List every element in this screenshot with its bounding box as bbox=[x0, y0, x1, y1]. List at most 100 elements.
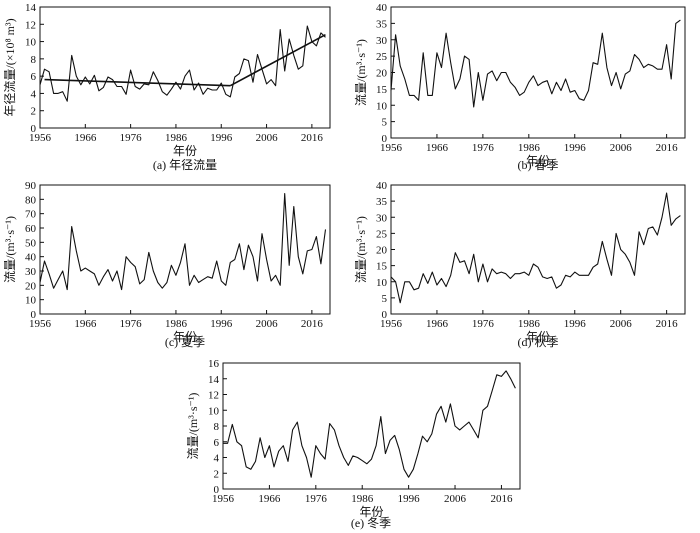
y-tick-label-e-7: 14 bbox=[208, 374, 220, 386]
x-tick-label-c-6: 2016 bbox=[301, 318, 324, 330]
x-tick-label-b-1: 1966 bbox=[426, 142, 449, 154]
x-tick-label-d-3: 1986 bbox=[518, 318, 541, 330]
x-tick-label-a-6: 2016 bbox=[301, 132, 324, 144]
y-tick-label-c-5: 50 bbox=[25, 237, 37, 249]
x-tick-label-e-4: 1996 bbox=[398, 493, 421, 505]
y-tick-label-a-3: 6 bbox=[31, 71, 37, 83]
x-tick-label-b-6: 2016 bbox=[656, 142, 679, 154]
y-tick-label-c-7: 70 bbox=[25, 209, 37, 221]
x-tick-label-a-4: 1996 bbox=[210, 132, 233, 144]
x-tick-label-b-3: 1986 bbox=[518, 142, 541, 154]
y-tick-label-e-1: 2 bbox=[214, 468, 220, 480]
x-tick-label-c-4: 1996 bbox=[210, 318, 233, 330]
x-axis-label-d: 年份 bbox=[526, 330, 550, 344]
y-tick-label-c-8: 80 bbox=[25, 194, 37, 206]
y-tick-label-d-4: 20 bbox=[376, 245, 388, 257]
y-tick-label-e-8: 16 bbox=[208, 358, 220, 370]
caption-e: (e) 冬季 bbox=[351, 515, 391, 530]
y-tick-label-d-2: 10 bbox=[376, 277, 388, 289]
y-tick-label-b-7: 35 bbox=[376, 18, 388, 30]
y-tick-label-b-3: 15 bbox=[376, 84, 388, 96]
y-axis-label-c: 流量/(m³·s⁻¹) bbox=[3, 216, 17, 283]
panel-c: (c) 夏季 0 10 20 30 40 50 60 70 80 90 1956 1966 1976 19… bbox=[3, 180, 331, 349]
y-tick-label-e-2: 4 bbox=[214, 453, 220, 465]
x-tick-label-c-1: 1966 bbox=[74, 318, 97, 330]
caption-a: (a) 年径流量 bbox=[153, 158, 217, 172]
plot-frame-d bbox=[390, 184, 686, 315]
y-tick-label-e-6: 12 bbox=[208, 390, 219, 402]
y-tick-label-a-7: 14 bbox=[25, 2, 37, 14]
x-tick-label-e-1: 1966 bbox=[258, 493, 281, 505]
y-tick-label-d-8: 40 bbox=[376, 180, 388, 192]
series-line-d bbox=[390, 192, 681, 304]
x-axis-label-a: 年份 bbox=[173, 144, 197, 158]
series-line-a bbox=[39, 25, 326, 102]
trend-line-a-1 bbox=[229, 33, 326, 87]
trend-line-a-0 bbox=[44, 78, 231, 87]
plot-frame-a bbox=[39, 6, 331, 129]
y-tick-label-c-1: 10 bbox=[25, 295, 37, 307]
y-tick-label-d-5: 25 bbox=[376, 228, 388, 240]
caption-c: (c) 夏季 bbox=[165, 335, 205, 349]
panel-a: (a) 年径流量 0 2 4 6 8 10 12 14 1956 1966 1976 1986 1996… bbox=[3, 2, 331, 172]
y-tick-label-c-3: 30 bbox=[25, 266, 37, 278]
y-tick-label-b-2: 10 bbox=[376, 100, 388, 112]
x-tick-label-c-3: 1986 bbox=[165, 318, 188, 330]
y-tick-label-b-4: 20 bbox=[376, 68, 388, 80]
y-tick-label-d-3: 15 bbox=[376, 261, 388, 273]
y-axis-label-a: 年径流量/(×10⁸ m³) bbox=[3, 18, 17, 116]
x-tick-label-a-0: 1956 bbox=[29, 132, 52, 144]
y-tick-label-d-6: 30 bbox=[376, 212, 388, 224]
y-tick-label-c-2: 20 bbox=[25, 280, 37, 292]
series-line-c bbox=[39, 193, 327, 291]
y-tick-label-c-6: 60 bbox=[25, 223, 37, 235]
y-tick-label-c-4: 40 bbox=[25, 252, 37, 264]
series-line-e bbox=[223, 370, 516, 478]
y-tick-label-a-4: 8 bbox=[31, 54, 37, 66]
x-tick-label-b-2: 1976 bbox=[472, 142, 495, 154]
x-tick-label-d-1: 1966 bbox=[426, 318, 449, 330]
x-tick-label-c-5: 2006 bbox=[256, 318, 279, 330]
x-tick-label-e-5: 2006 bbox=[444, 493, 467, 505]
caption-b: (b) 春季 bbox=[518, 158, 559, 172]
y-tick-label-d-1: 5 bbox=[382, 293, 388, 305]
y-tick-label-c-9: 90 bbox=[25, 180, 37, 192]
x-tick-label-d-2: 1976 bbox=[472, 318, 495, 330]
x-axis-label-b: 年份 bbox=[526, 154, 550, 168]
x-tick-label-e-0: 1956 bbox=[212, 493, 235, 505]
y-tick-label-b-1: 5 bbox=[382, 117, 388, 129]
y-tick-label-a-2: 4 bbox=[31, 88, 37, 100]
x-tick-label-a-2: 1976 bbox=[120, 132, 143, 144]
y-tick-label-c-0: 0 bbox=[31, 309, 37, 321]
panel-b: (b) 春季 0 5 10 15 20 25 30 35 40 1956 1966 1976 1986 1… bbox=[354, 2, 686, 172]
x-tick-label-d-4: 1996 bbox=[564, 318, 587, 330]
x-tick-label-d-6: 2016 bbox=[656, 318, 679, 330]
y-tick-label-d-7: 35 bbox=[376, 196, 388, 208]
y-tick-label-b-5: 25 bbox=[376, 51, 388, 63]
y-tick-label-e-0: 0 bbox=[214, 484, 220, 496]
y-tick-label-b-6: 30 bbox=[376, 35, 388, 47]
x-tick-label-a-1: 1966 bbox=[74, 132, 97, 144]
x-tick-label-a-5: 2006 bbox=[256, 132, 279, 144]
x-tick-label-d-0: 1956 bbox=[380, 318, 403, 330]
x-tick-label-e-2: 1976 bbox=[305, 493, 328, 505]
series-line-b bbox=[390, 19, 681, 108]
panel-d: (d) 秋季 0 5 10 15 20 25 30 35 40 1956 1966 1976 1986 1… bbox=[354, 180, 686, 349]
y-tick-label-a-5: 10 bbox=[25, 37, 37, 49]
y-tick-label-a-1: 2 bbox=[31, 106, 37, 118]
y-tick-label-b-8: 40 bbox=[376, 2, 388, 14]
x-tick-label-b-0: 1956 bbox=[380, 142, 403, 154]
x-tick-label-e-6: 2016 bbox=[490, 493, 513, 505]
x-tick-label-a-3: 1986 bbox=[165, 132, 188, 144]
x-tick-label-e-3: 1986 bbox=[351, 493, 374, 505]
panel-e: (e) 冬季 0 2 4 6 8 10 12 14 16 1956 1966 1976 1986 1996… bbox=[186, 358, 521, 530]
y-axis-label-e: 流量/(m³·s⁻¹) bbox=[186, 393, 200, 460]
y-tick-label-e-5: 10 bbox=[208, 405, 220, 417]
x-tick-label-d-5: 2006 bbox=[610, 318, 633, 330]
x-tick-label-b-5: 2006 bbox=[610, 142, 633, 154]
y-tick-label-a-0: 0 bbox=[31, 123, 37, 135]
y-tick-label-a-6: 12 bbox=[25, 19, 36, 31]
x-axis-label-c: 年份 bbox=[173, 330, 197, 344]
plot-frame-e bbox=[222, 362, 521, 490]
y-tick-label-e-3: 6 bbox=[214, 437, 220, 449]
